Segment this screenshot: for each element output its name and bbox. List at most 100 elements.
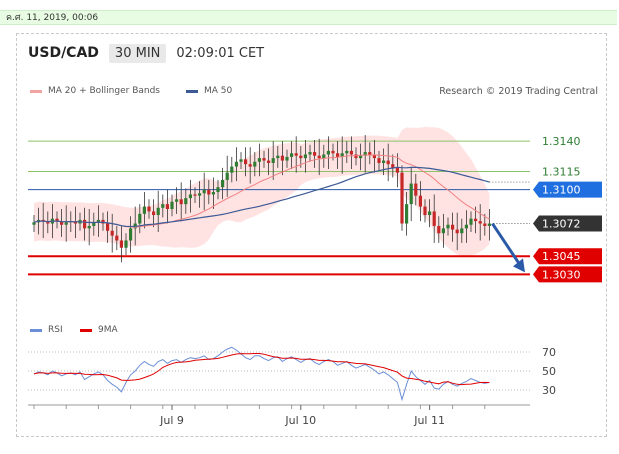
candle bbox=[96, 205, 100, 237]
candle bbox=[179, 182, 183, 222]
candle bbox=[147, 199, 151, 219]
candle bbox=[92, 212, 96, 236]
candle bbox=[239, 152, 243, 170]
candle-body bbox=[446, 224, 450, 229]
candle bbox=[184, 188, 188, 214]
candle-body bbox=[340, 153, 344, 157]
candle-body bbox=[414, 183, 418, 196]
rsi-line bbox=[33, 346, 490, 402]
candle-body bbox=[46, 221, 50, 224]
candle-body bbox=[202, 189, 206, 194]
candle-body bbox=[437, 225, 441, 234]
candle bbox=[271, 141, 275, 180]
chart-frame bbox=[16, 33, 607, 437]
date-text: ค.ศ. 11, 2019, 00:06 bbox=[6, 13, 99, 23]
candle bbox=[244, 147, 248, 177]
candle-body bbox=[303, 154, 307, 159]
candle bbox=[248, 147, 252, 184]
candle bbox=[87, 209, 91, 246]
candle-body bbox=[142, 206, 146, 214]
date-bar: ค.ศ. 11, 2019, 00:06 bbox=[0, 10, 617, 25]
ma9-label: 9MA bbox=[98, 325, 118, 335]
candle-body bbox=[451, 224, 455, 230]
x-tick-label: Jul 10 bbox=[284, 414, 316, 427]
candle bbox=[165, 189, 169, 224]
candle-body bbox=[193, 194, 197, 196]
candle-body bbox=[239, 159, 243, 162]
candle-body bbox=[280, 155, 284, 161]
candle bbox=[267, 148, 271, 176]
candle-body bbox=[225, 172, 229, 180]
candle bbox=[225, 155, 229, 197]
candle bbox=[308, 144, 312, 162]
candle-body bbox=[248, 164, 252, 167]
level-tag-2 bbox=[533, 181, 602, 198]
ma50-swatch bbox=[186, 89, 198, 93]
timeframe-button[interactable]: 30 MIN bbox=[108, 43, 167, 63]
candle-body bbox=[161, 204, 165, 208]
candle-body bbox=[326, 150, 330, 155]
candle-body bbox=[391, 164, 395, 168]
candle bbox=[487, 209, 491, 241]
candle bbox=[345, 141, 349, 163]
candle-body bbox=[290, 153, 294, 157]
ma50-line bbox=[33, 166, 490, 228]
candle-body bbox=[64, 222, 68, 225]
rsi-tick-label: 50 bbox=[542, 365, 556, 378]
candle bbox=[446, 217, 450, 236]
candle-body bbox=[336, 153, 340, 157]
candle-body bbox=[460, 228, 464, 234]
candle-body bbox=[216, 187, 220, 193]
candle bbox=[395, 153, 399, 188]
candle bbox=[340, 136, 344, 174]
forecast-arrow bbox=[491, 222, 523, 268]
candle-body bbox=[87, 225, 91, 229]
candle-body bbox=[198, 193, 202, 196]
candle bbox=[418, 181, 422, 222]
candle-body bbox=[308, 152, 312, 155]
candle-body bbox=[257, 158, 261, 162]
candle-body bbox=[267, 160, 271, 163]
candle-body bbox=[221, 179, 225, 188]
candle-body bbox=[253, 161, 257, 167]
level-label-5: 1.3030 bbox=[542, 268, 581, 281]
candle-body bbox=[175, 199, 179, 202]
candle bbox=[451, 212, 455, 242]
candle-body bbox=[395, 167, 399, 173]
research-credit: Research © 2019 Trading Central bbox=[439, 86, 598, 97]
x-axis: Jul 9 Jul 10 Jul 11 bbox=[28, 404, 530, 427]
candle bbox=[414, 173, 418, 206]
candle bbox=[368, 142, 372, 165]
candle-body bbox=[382, 160, 386, 163]
candle-body bbox=[377, 158, 381, 163]
candle-body bbox=[276, 155, 280, 159]
candle bbox=[221, 167, 225, 200]
candle-body bbox=[101, 219, 105, 224]
candle bbox=[423, 199, 427, 223]
candle bbox=[152, 199, 156, 228]
candle bbox=[276, 146, 280, 168]
candle-body bbox=[96, 219, 100, 223]
candle-body bbox=[363, 152, 367, 156]
candle-body bbox=[368, 152, 372, 155]
candle-body bbox=[372, 154, 376, 159]
candle-body bbox=[156, 207, 160, 216]
candle bbox=[437, 216, 441, 243]
candle bbox=[262, 150, 266, 168]
currency-pair: USD/CAD bbox=[28, 45, 99, 61]
candle bbox=[382, 148, 386, 176]
candle bbox=[377, 150, 381, 171]
candle bbox=[170, 194, 174, 217]
candle-body bbox=[474, 218, 478, 222]
ma9-swatch bbox=[80, 328, 92, 332]
candle-body bbox=[428, 211, 432, 216]
candle bbox=[46, 211, 50, 234]
bollinger-band bbox=[34, 126, 490, 257]
candle-body bbox=[60, 221, 64, 225]
candle-body bbox=[294, 153, 298, 156]
candle-body bbox=[55, 218, 59, 222]
legend-9ma: 9MA bbox=[80, 325, 118, 335]
rsi-tick-label: 30 bbox=[542, 384, 556, 397]
legend-ma50: MA 50 bbox=[186, 86, 232, 96]
